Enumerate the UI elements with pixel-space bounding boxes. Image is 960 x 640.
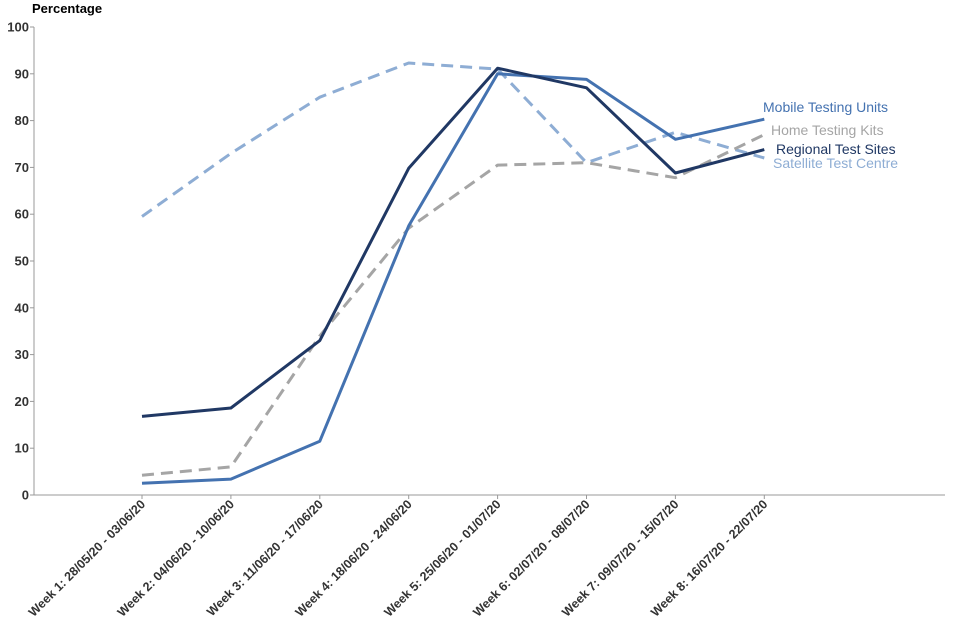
legend-label-home-testing-kits: Home Testing Kits [771, 122, 884, 138]
y-tick-label: 10 [15, 441, 29, 456]
y-axis: 0 10 20 30 40 50 60 70 80 90 100 [7, 20, 35, 503]
y-tick-label: 30 [15, 347, 29, 362]
y-tick-label: 0 [22, 488, 29, 503]
y-tick-label: 40 [15, 300, 29, 315]
y-tick-label: 80 [15, 113, 29, 128]
y-tick-label: 100 [7, 20, 29, 35]
series-line-satellite-test-centre [141, 61, 765, 218]
y-tick-label: 70 [15, 160, 29, 175]
y-tick-label: 90 [15, 66, 29, 81]
series-line-regional-test-sites [141, 66, 765, 418]
series-line-mobile-testing-units [141, 72, 765, 485]
series-line-home-testing-kits [141, 133, 765, 477]
y-tick-label: 60 [15, 207, 29, 222]
legend-label-regional-test-sites: Regional Test Sites [776, 141, 896, 157]
legend: Satellite Test Centre Home Testing Kits Mo… [763, 99, 898, 171]
legend-label-satellite-test-centre: Satellite Test Centre [773, 155, 898, 171]
y-tick-label: 50 [15, 254, 29, 269]
y-tick-label: 20 [15, 394, 29, 409]
legend-label-mobile-testing-units: Mobile Testing Units [763, 99, 888, 115]
y-axis-title: Percentage [32, 1, 102, 16]
series-lines [141, 61, 765, 485]
